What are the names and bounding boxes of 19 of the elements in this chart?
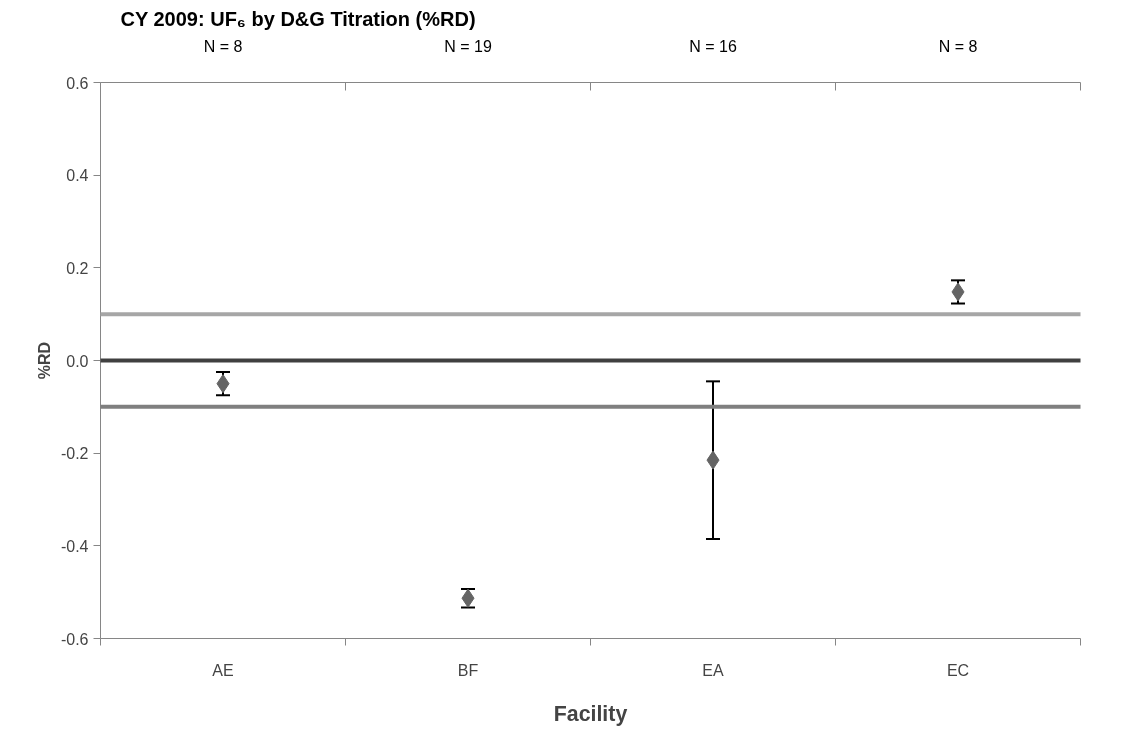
x-axis-title: Facility (553, 701, 628, 726)
x-tick-label: EC (946, 661, 970, 679)
y-tick-label: -0.2 (60, 445, 89, 463)
y-tick-label: 0.4 (66, 167, 89, 185)
text: N = 8 (203, 37, 243, 55)
text: N = 8 (938, 37, 978, 55)
y-axis-title: %RD (35, 341, 53, 380)
text: N = 16 (689, 37, 737, 55)
y-tick-label: -0.4 (60, 537, 89, 555)
y-tick-label: -0.6 (60, 630, 89, 648)
x-tick-label: BF (457, 661, 479, 679)
y-tick-label: 0.0 (66, 352, 89, 370)
text: N = 19 (444, 37, 492, 55)
y-tick-label: 0.6 (66, 74, 89, 92)
y-tick-label: 0.2 (66, 259, 89, 277)
x-tick-label: EA (702, 661, 724, 679)
x-tick-label: AE (212, 661, 234, 679)
point (706, 450, 720, 470)
chart-title: CY 2009: UF₆ by D&G Titration (%RD) (120, 7, 476, 30)
